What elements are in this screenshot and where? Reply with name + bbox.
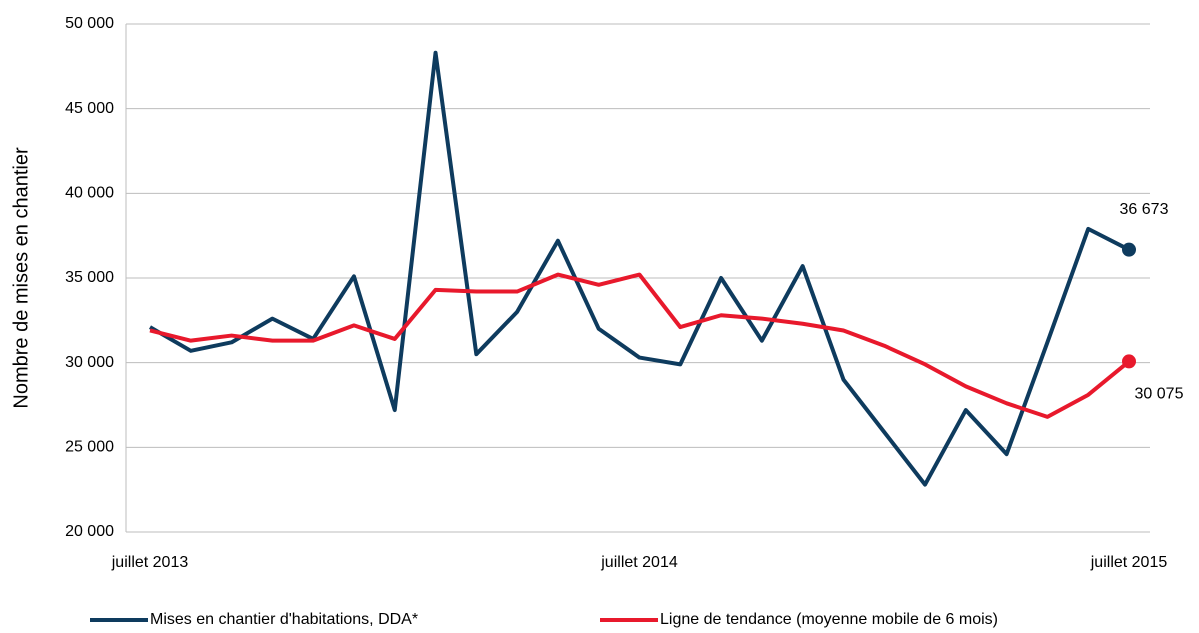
series-line [148, 50, 1130, 487]
x-tick-label: juillet 2015 [1090, 554, 1168, 571]
end-marker [1122, 242, 1136, 257]
end-marker [1122, 354, 1136, 369]
y-tick-label: 20 000 [65, 523, 114, 540]
y-tick-label: 40 000 [65, 185, 114, 202]
y-tick-label: 25 000 [65, 439, 114, 456]
y-tick-label: 30 000 [65, 354, 114, 371]
legend-label: Mises en chantier d'habitations, DDA* [150, 611, 418, 628]
y-tick-label: 35 000 [65, 269, 114, 286]
data-label: 30 075 [1135, 386, 1184, 403]
x-tick-label: juillet 2014 [600, 554, 678, 571]
data-label: 36 673 [1120, 201, 1169, 218]
legend-label: Ligne de tendance (moyenne mobile de 6 m… [660, 611, 998, 628]
series-line [149, 272, 1131, 419]
x-tick-label: juillet 2013 [111, 554, 189, 571]
y-tick-label: 50 000 [65, 15, 114, 32]
y-axis-label: Nombre de mises en chantier [10, 147, 32, 409]
y-tick-label: 45 000 [65, 100, 114, 117]
